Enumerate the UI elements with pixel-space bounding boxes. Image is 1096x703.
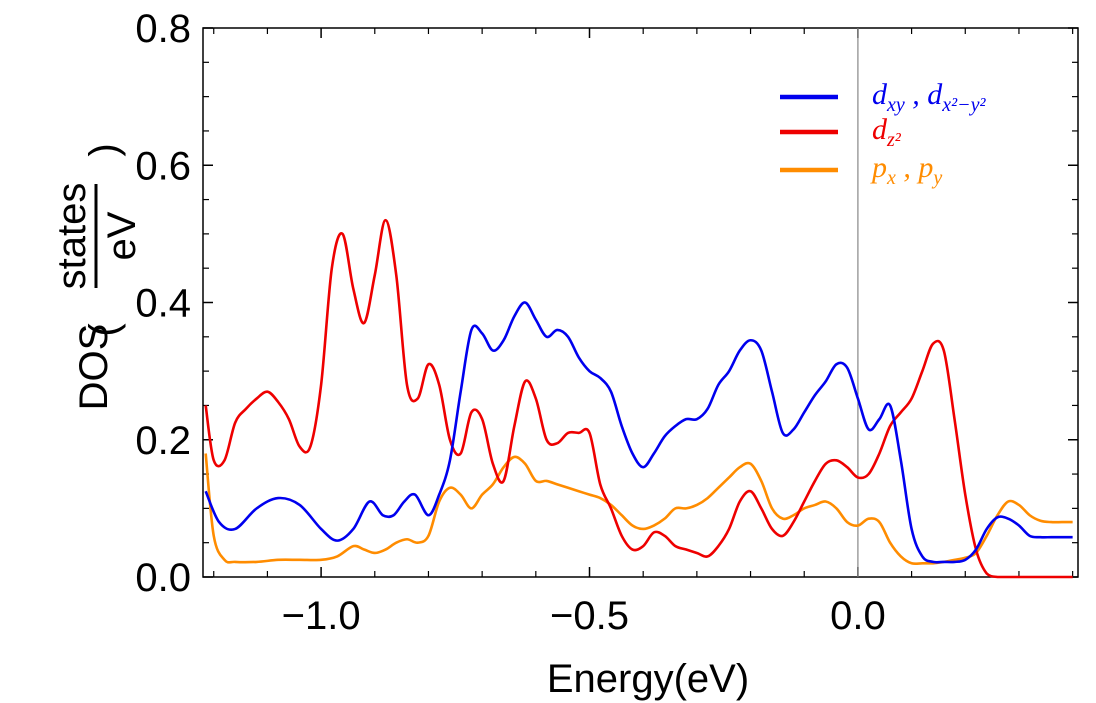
- y-tick-label: 0.0: [135, 556, 191, 600]
- y-axis-title: DOS ( states eV ): [50, 143, 144, 410]
- axis-ticks: [203, 27, 1078, 578]
- y-axis-title-prefix: DOS: [72, 324, 116, 411]
- y-tick-label: 0.2: [135, 419, 191, 463]
- x-axis-title: Energy(eV): [547, 657, 749, 701]
- y-tick-label: 0.4: [135, 282, 191, 326]
- legend-label-0: dxy , dx²−y²: [872, 78, 987, 116]
- y-axis-left-paren: (: [82, 323, 126, 337]
- legend-label-2: px , py: [870, 151, 942, 189]
- y-tick-label: 0.8: [135, 7, 191, 51]
- y-axis-title-numerator: states: [50, 183, 94, 290]
- y-axis-title-denominator: eV: [100, 211, 144, 260]
- tick-labels: −1.0 −0.5 0.0 0.0 0.2 0.4 0.6 0.8: [135, 7, 885, 638]
- series-line-0: [204, 301, 1073, 564]
- legend-label-1: dz²: [872, 113, 902, 151]
- series-line-1: [204, 218, 1073, 579]
- y-axis-right-paren: ): [82, 143, 126, 156]
- series-line-2: [204, 453, 1073, 566]
- x-tick-label: −1.0: [282, 594, 361, 638]
- series-layer: [204, 218, 1073, 579]
- x-tick-label: 0.0: [830, 594, 886, 638]
- x-tick-label: −0.5: [550, 594, 629, 638]
- y-tick-label: 0.6: [135, 144, 191, 188]
